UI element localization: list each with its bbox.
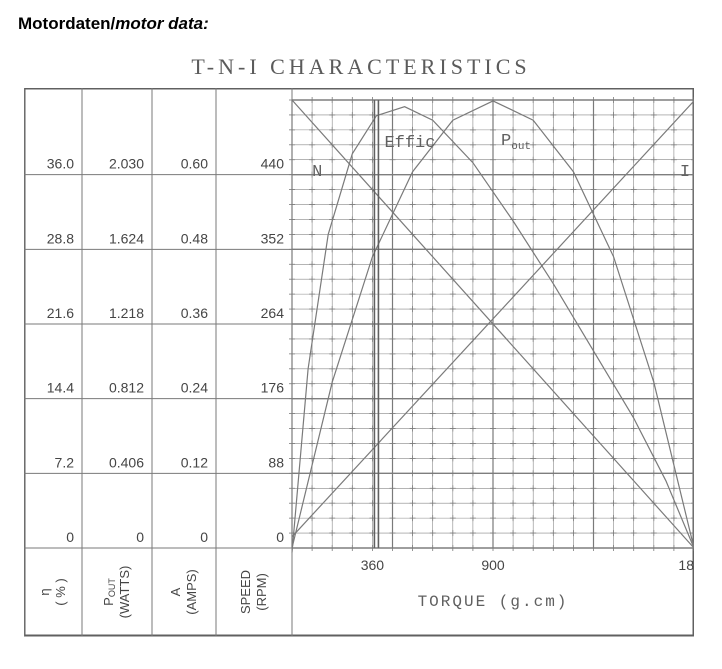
cell-rpm-0: 440	[261, 156, 285, 172]
curve-label-N: N	[312, 163, 322, 182]
tni-chart: 36.0 2.030 0.60 440 28.8 1.624 0.48 352 21.6 1.21…	[24, 88, 694, 638]
cell-pout-4: 0.406	[109, 454, 144, 470]
cell-rpm-4: 88	[268, 454, 284, 470]
chart-svg: 36.0 2.030 0.60 440 28.8 1.624 0.48 352 21.6 1.21…	[24, 88, 694, 638]
chart-title: T-N-I CHARACTERISTICS	[0, 54, 722, 80]
axis-header-amps: A(AMPS)	[168, 569, 199, 615]
svg-text:η: η	[37, 588, 52, 595]
cell-pout-3: 0.812	[109, 380, 144, 396]
axis-header-pout: POUT(WATTS)	[101, 566, 132, 619]
curve-label-Effic: Effic	[384, 134, 435, 153]
cell-pout-5: 0	[136, 529, 144, 545]
cell-rpm-1: 352	[261, 230, 285, 246]
cell-eta-1: 28.8	[47, 230, 74, 246]
cell-eta-2: 21.6	[47, 305, 74, 321]
cell-rpm-3: 176	[261, 380, 285, 396]
cell-amps-3: 0.24	[181, 380, 208, 396]
cell-pout-0: 2.030	[109, 156, 144, 172]
cell-eta-4: 7.2	[55, 454, 75, 470]
cell-eta-3: 14.4	[47, 380, 74, 396]
cell-amps-5: 0	[200, 529, 208, 545]
xaxis-label: TORQUE (g.cm)	[418, 593, 569, 611]
cell-amps-2: 0.36	[181, 305, 208, 321]
cell-amps-4: 0.12	[181, 454, 208, 470]
curve-label-I: I	[680, 163, 690, 182]
svg-text:(WATTS): (WATTS)	[117, 566, 132, 619]
cell-amps-0: 0.60	[181, 156, 208, 172]
xaxis-tick-1800: 1800	[678, 557, 694, 573]
cell-pout-2: 1.218	[109, 305, 144, 321]
heading-bold: Motordaten	[18, 14, 111, 33]
cell-eta-0: 36.0	[47, 156, 74, 172]
svg-text:POUT: POUT	[101, 578, 117, 606]
svg-text:A: A	[168, 587, 183, 596]
cell-eta-5: 0	[66, 529, 74, 545]
svg-text:SPEED: SPEED	[238, 570, 253, 614]
xaxis-tick-360: 360	[361, 557, 385, 573]
axis-header-speed: SPEED(RPM)	[238, 570, 269, 614]
axis-header-eta: η( % )	[37, 578, 68, 605]
heading-italic: motor data:	[115, 14, 209, 33]
xaxis-tick-900: 900	[481, 557, 505, 573]
cell-rpm-5: 0	[276, 529, 284, 545]
section-heading: Motordaten/motor data:	[0, 0, 722, 34]
svg-text:(RPM): (RPM)	[254, 573, 269, 611]
svg-text:(AMPS): (AMPS)	[184, 569, 199, 615]
cell-pout-1: 1.624	[109, 230, 144, 246]
cell-amps-1: 0.48	[181, 230, 208, 246]
curve-label-Pout: Pout	[501, 132, 531, 153]
svg-text:( % ): ( % )	[53, 578, 68, 605]
cell-rpm-2: 264	[261, 305, 285, 321]
